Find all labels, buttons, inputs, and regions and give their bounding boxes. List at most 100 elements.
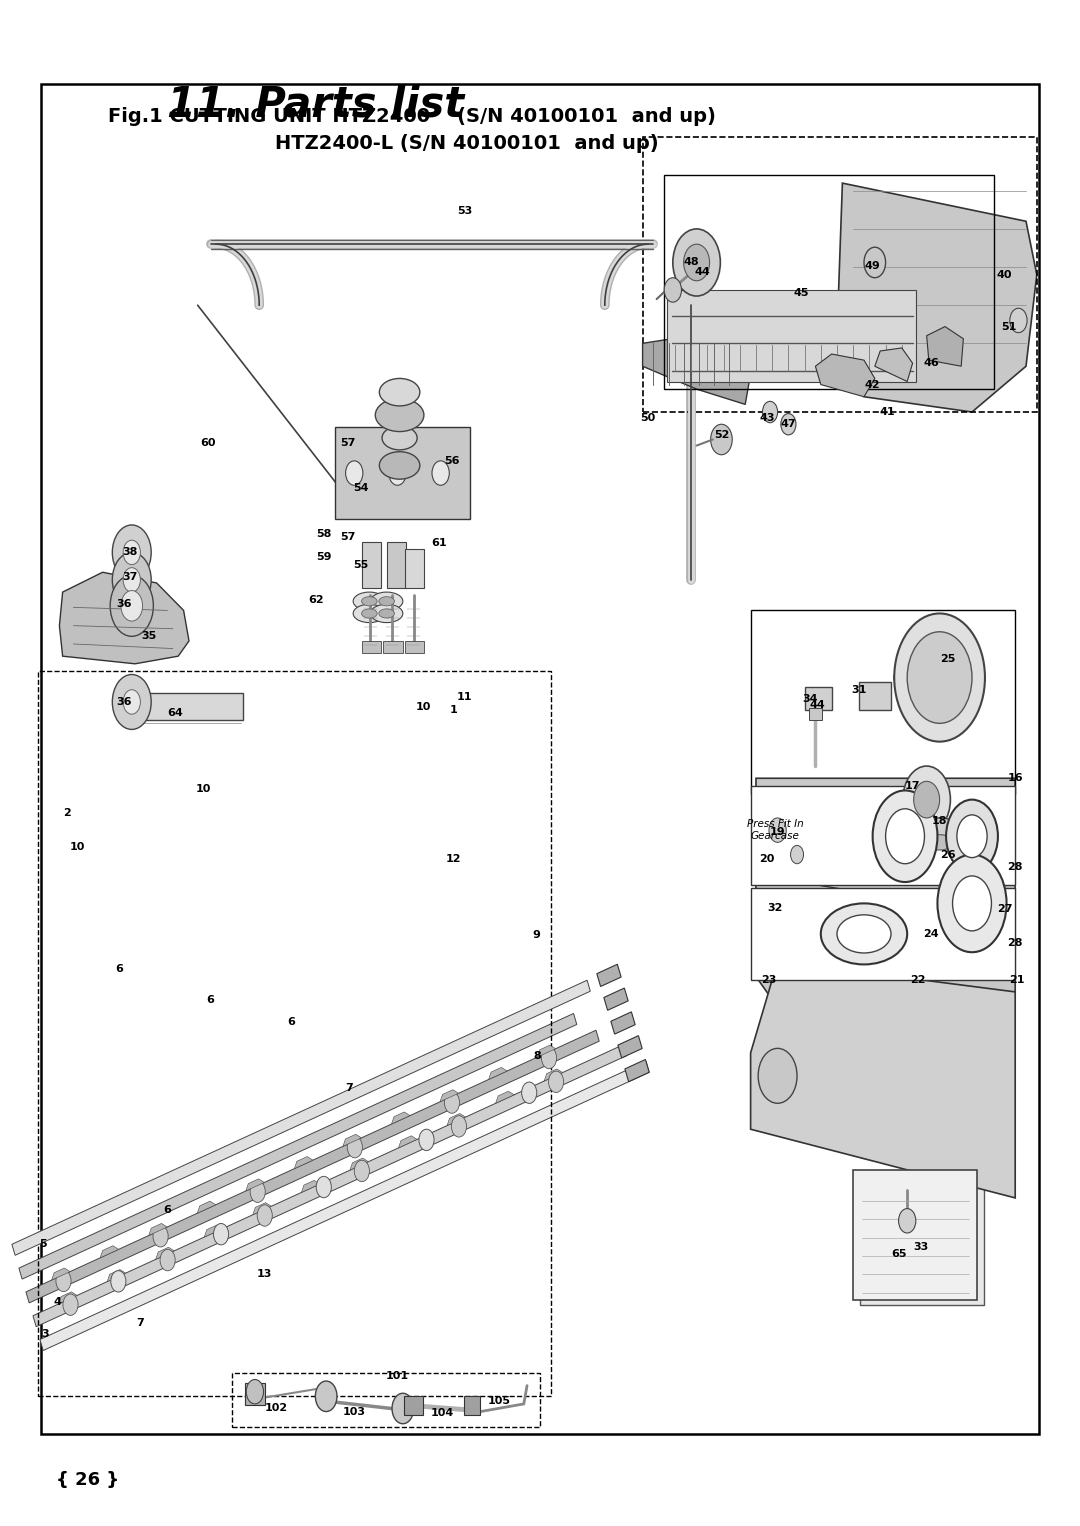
- Circle shape: [953, 876, 991, 931]
- Polygon shape: [597, 964, 621, 986]
- Text: 6: 6: [163, 1206, 172, 1215]
- Circle shape: [873, 790, 937, 882]
- Ellipse shape: [821, 903, 907, 964]
- Polygon shape: [32, 1045, 626, 1326]
- Bar: [859, 682, 891, 710]
- Bar: [805, 687, 832, 710]
- Ellipse shape: [362, 597, 377, 606]
- Text: 27: 27: [997, 905, 1012, 914]
- Ellipse shape: [370, 592, 403, 610]
- Ellipse shape: [353, 604, 386, 623]
- Text: 37: 37: [122, 572, 137, 581]
- Text: { 26 }: { 26 }: [56, 1471, 119, 1489]
- Circle shape: [664, 278, 681, 302]
- Text: 38: 38: [122, 548, 137, 557]
- Text: 21: 21: [1010, 975, 1025, 984]
- Polygon shape: [611, 1012, 635, 1035]
- Circle shape: [392, 1393, 414, 1424]
- Polygon shape: [59, 572, 189, 664]
- Ellipse shape: [837, 914, 891, 952]
- Circle shape: [549, 1071, 564, 1093]
- Circle shape: [153, 1225, 168, 1247]
- Ellipse shape: [370, 604, 403, 623]
- Polygon shape: [100, 1245, 119, 1257]
- Text: 65: 65: [891, 1250, 906, 1259]
- Bar: [751, 888, 1015, 980]
- Text: 105: 105: [487, 1396, 511, 1405]
- Circle shape: [111, 1271, 126, 1293]
- Text: 41: 41: [880, 407, 895, 417]
- Circle shape: [903, 766, 950, 833]
- Ellipse shape: [379, 452, 420, 479]
- Text: 102: 102: [265, 1404, 288, 1413]
- Polygon shape: [618, 1036, 643, 1058]
- Text: 49: 49: [865, 261, 880, 270]
- Polygon shape: [335, 427, 470, 519]
- Polygon shape: [198, 1201, 216, 1213]
- Text: 44: 44: [694, 267, 710, 276]
- Text: 34: 34: [802, 694, 818, 703]
- Text: 57: 57: [340, 533, 355, 542]
- Text: 47: 47: [781, 420, 796, 429]
- Text: 64: 64: [167, 708, 183, 717]
- Text: 44: 44: [810, 700, 825, 710]
- Polygon shape: [927, 327, 963, 366]
- Bar: [809, 708, 822, 720]
- Text: 52: 52: [714, 430, 729, 439]
- Ellipse shape: [379, 609, 394, 618]
- Circle shape: [673, 229, 720, 296]
- Bar: [383, 641, 403, 653]
- Polygon shape: [643, 336, 751, 404]
- Circle shape: [444, 1093, 459, 1114]
- Text: 5: 5: [39, 1239, 48, 1248]
- Bar: [405, 549, 424, 588]
- Polygon shape: [751, 961, 1015, 1198]
- Text: 3: 3: [41, 1329, 50, 1338]
- Polygon shape: [253, 1202, 271, 1215]
- Text: 11: 11: [457, 693, 472, 702]
- Polygon shape: [156, 1247, 174, 1259]
- Bar: [362, 542, 381, 588]
- Bar: [232, 1373, 540, 1427]
- Circle shape: [451, 1116, 467, 1137]
- Polygon shape: [625, 1059, 649, 1082]
- Circle shape: [432, 461, 449, 485]
- Bar: [667, 290, 916, 382]
- Circle shape: [123, 540, 140, 565]
- Bar: [245, 1383, 265, 1405]
- Bar: [853, 1170, 977, 1300]
- Circle shape: [354, 1160, 369, 1181]
- Text: 23: 23: [761, 975, 777, 984]
- Text: 58: 58: [316, 530, 332, 539]
- Ellipse shape: [382, 426, 417, 450]
- Bar: [362, 641, 381, 653]
- Text: 55: 55: [353, 560, 368, 569]
- Text: 62: 62: [309, 595, 324, 604]
- Circle shape: [762, 401, 778, 423]
- Circle shape: [112, 525, 151, 580]
- Text: 20: 20: [759, 855, 774, 864]
- Text: Press Fit In
Gearcase: Press Fit In Gearcase: [747, 819, 804, 841]
- Bar: [751, 786, 1015, 885]
- Text: 9: 9: [532, 931, 541, 940]
- Polygon shape: [12, 980, 591, 1256]
- Text: 13: 13: [257, 1270, 272, 1279]
- Text: 40: 40: [997, 270, 1012, 279]
- Polygon shape: [447, 1114, 465, 1126]
- Circle shape: [886, 809, 924, 864]
- Bar: [860, 1175, 984, 1305]
- Polygon shape: [756, 778, 1015, 1038]
- Bar: [404, 1396, 423, 1415]
- Text: 36: 36: [117, 697, 132, 707]
- Bar: [643, 137, 1037, 412]
- Circle shape: [541, 1047, 556, 1068]
- Circle shape: [1010, 308, 1027, 333]
- Text: 101: 101: [386, 1372, 409, 1381]
- Circle shape: [899, 1209, 916, 1233]
- Text: 12: 12: [446, 855, 461, 864]
- Text: 16: 16: [1008, 774, 1023, 783]
- Polygon shape: [399, 1135, 417, 1148]
- Text: 42: 42: [865, 380, 880, 389]
- Text: 24: 24: [923, 929, 939, 938]
- Ellipse shape: [353, 592, 386, 610]
